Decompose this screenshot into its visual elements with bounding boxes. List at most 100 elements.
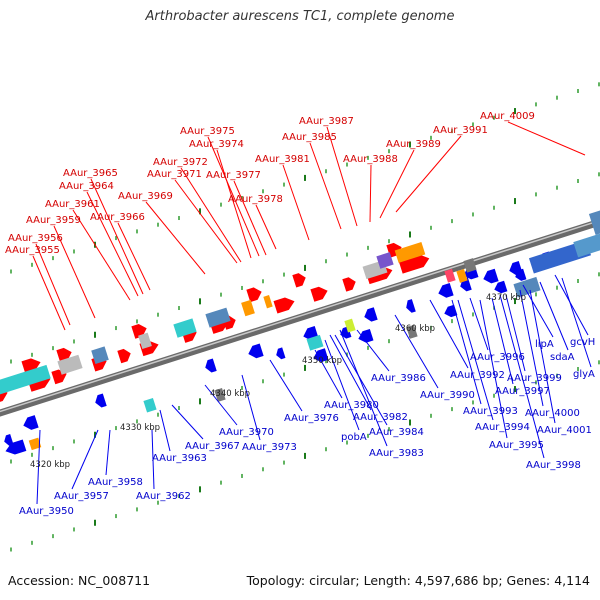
forward-gene-arrow (342, 277, 356, 292)
label-connector (53, 225, 96, 319)
bottom-gene-label: AAur_3980 (324, 400, 379, 411)
forward-gene-arrow (21, 358, 41, 374)
top-gene-label: AAur_3971 (147, 169, 202, 180)
label-connector (159, 409, 171, 452)
label-connector (457, 299, 494, 421)
label-connector (90, 178, 144, 295)
kbp-label: 4340 kbp (210, 389, 250, 399)
label-connector (379, 149, 415, 219)
feature-box (241, 299, 255, 317)
feature-box (91, 346, 109, 364)
bottom-gene-label: AAur_3982 (353, 412, 408, 423)
label-connector (105, 429, 111, 476)
label-connector (561, 277, 592, 368)
bottom-gene-label: sdaA (550, 352, 575, 363)
accession-text: Accession: NC_008711 (8, 573, 151, 588)
top-gene-label: AAur_3961 (45, 199, 100, 210)
kbp-label: 4330 kbp (120, 423, 160, 433)
bottom-gene-label: AAur_4000 (525, 408, 580, 419)
bottom-gene-label: AAur_3998 (526, 460, 581, 471)
label-connector (241, 374, 261, 441)
label-connector (429, 299, 469, 369)
feature-box (57, 354, 83, 375)
top-gene-label: AAur_3975 (180, 126, 235, 137)
bottom-gene-label: AAur_3983 (369, 448, 424, 459)
label-connector (204, 384, 238, 426)
reverse-gene-arrow (438, 283, 454, 298)
label-connector (491, 297, 514, 385)
bottom-gene-label: AAur_3996 (470, 352, 525, 363)
label-connector (151, 429, 155, 490)
tick-marks (10, 82, 600, 552)
feature-box (138, 332, 152, 350)
bottom-gene-label: AAur_4001 (537, 425, 592, 436)
feature-box (456, 268, 468, 283)
label-connector (71, 429, 99, 490)
feature-box (344, 318, 356, 333)
reverse-gene-arrow (23, 415, 39, 430)
label-connector (356, 329, 390, 372)
label-connector (72, 209, 131, 301)
feature-box (173, 318, 197, 338)
reverse-gene-arrow (95, 393, 107, 408)
bottom-gene-label: AAur_3967 (185, 441, 240, 452)
bottom-gene-label: AAur_3992 (450, 370, 505, 381)
bottom-gene-label: AAur_3999 (507, 373, 562, 384)
forward-gene-arrow (310, 286, 328, 302)
bottom-gene-label: AAur_3986 (371, 373, 426, 384)
bottom-gene-label: AAur_3962 (136, 491, 191, 502)
reverse-gene-arrow (313, 348, 329, 363)
bottom-gene-label: AAur_3995 (489, 440, 544, 451)
label-connector (36, 429, 41, 505)
map-title: Arthrobacter aurescens TC1, complete gen… (145, 9, 455, 24)
feature-box (573, 233, 600, 258)
forward-gene-arrow (246, 287, 262, 303)
gene-features (0, 210, 600, 455)
label-connector (395, 135, 462, 213)
kbp-label: 4320 kbp (30, 460, 70, 470)
label-connector (499, 294, 545, 459)
label-connector (334, 334, 388, 426)
label-connector (35, 243, 71, 326)
top-gene-label: AAur_3964 (59, 181, 114, 192)
bottom-gene-label: AAur_3997 (495, 386, 550, 397)
bottom-gene-label: AAur_3976 (284, 413, 339, 424)
label-connector (314, 349, 343, 399)
top-gene-label: AAur_3969 (118, 191, 173, 202)
bottom-gene-label: AAur_3950 (19, 506, 74, 517)
bottom-gene-label: lipA (535, 339, 554, 350)
label-connector (451, 299, 482, 405)
feature-box (263, 295, 273, 309)
feature-box (0, 364, 51, 397)
feature-box (306, 334, 324, 351)
label-connector (233, 180, 267, 256)
bottom-gene-label: AAur_3970 (219, 427, 274, 438)
label-connector (519, 289, 544, 407)
kbp-label: 4350 kbp (302, 356, 342, 366)
topology-text: Topology: circular; Length: 4,597,686 bp… (246, 573, 590, 588)
backbone-group (0, 218, 600, 417)
top-gene-label: AAur_3977 (206, 170, 261, 181)
label-connector (171, 404, 204, 440)
label-connector (554, 274, 589, 336)
label-connector (309, 142, 342, 230)
reverse-gene-arrow (406, 299, 416, 313)
gene-labels: 4320 kbp 4330 kbp 4340 kbp 4350 kbp 4360 kbp… (5, 111, 595, 517)
bottom-gene-label: AAur_3957 (54, 491, 109, 502)
feature-box (394, 242, 426, 263)
feature-box (588, 210, 600, 235)
reverse-gene-arrow (276, 347, 286, 360)
feature-box (444, 268, 456, 283)
top-gene-label: AAur_3974 (189, 139, 244, 150)
bottom-gene-label: AAur_3994 (475, 422, 530, 433)
top-gene-label: AAur_3955 (5, 245, 60, 256)
backbone-highlight (0, 219, 600, 413)
forward-gene-arrow (292, 273, 306, 288)
label-connector (505, 294, 526, 372)
top-gene-label: AAur_3988 (343, 154, 398, 165)
label-connector (539, 281, 569, 351)
label-connector (117, 222, 151, 291)
top-gene-label: AAur_3965 (63, 168, 118, 179)
label-connector (216, 149, 252, 259)
label-connector (329, 334, 372, 411)
